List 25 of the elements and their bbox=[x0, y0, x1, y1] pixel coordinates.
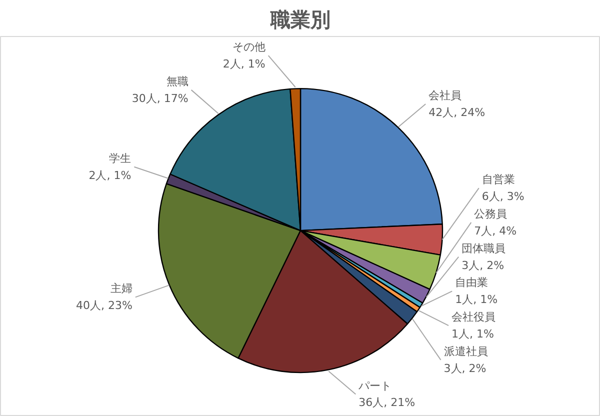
data-label: 2人, 1% bbox=[222, 58, 266, 71]
data-label: 3人, 2% bbox=[462, 258, 504, 272]
data-label: 7人, 4% bbox=[474, 224, 517, 238]
slice-label: 主婦 bbox=[110, 282, 132, 296]
data-label: 36人, 21% bbox=[358, 396, 416, 410]
data-label: 30人, 17% bbox=[132, 92, 188, 105]
data-label: 40人, 23% bbox=[76, 299, 132, 312]
slice-label: 会社員 bbox=[428, 89, 462, 102]
data-label: 2人, 1% bbox=[88, 168, 132, 182]
data-label: 6人, 3% bbox=[482, 190, 524, 204]
data-label: 1人, 1% bbox=[455, 293, 498, 306]
slice-label: 無職 bbox=[166, 74, 188, 88]
slice-label: パート bbox=[358, 379, 392, 392]
data-label: 1人, 1% bbox=[452, 327, 494, 340]
slice-label: 公務員 bbox=[474, 208, 508, 221]
slice-label: その他 bbox=[232, 40, 266, 54]
data-label: 3人, 2% bbox=[444, 362, 486, 375]
slice-label: 団体職員 bbox=[462, 242, 506, 255]
slice-label: 自由業 bbox=[455, 276, 488, 290]
chart-title: 職業別 bbox=[270, 8, 330, 32]
data-label: 42人, 24% bbox=[428, 106, 486, 119]
slice-label: 学生 bbox=[109, 152, 132, 165]
slice-label: 派遣社員 bbox=[444, 344, 488, 358]
slice-label: 会社役員 bbox=[452, 310, 496, 324]
slice-label: 自営業 bbox=[482, 173, 515, 186]
